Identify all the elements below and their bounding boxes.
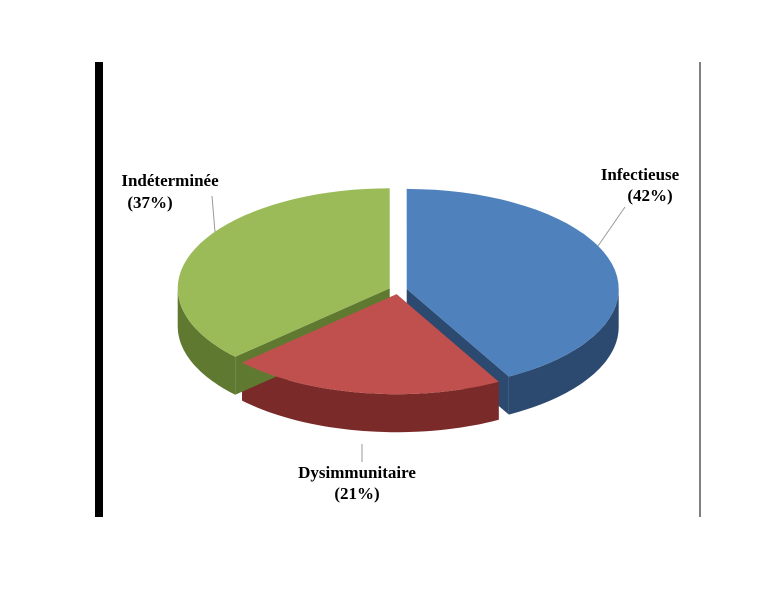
slice <box>406 188 619 377</box>
slice-side <box>177 288 236 395</box>
slice-side <box>242 362 499 433</box>
category-label: Indéterminée <box>121 171 219 190</box>
slice <box>242 294 499 395</box>
labels: Infectieuse (42%) Dysimmunitaire (21%) Indét… <box>121 165 679 503</box>
value-label: (37%) <box>127 193 172 212</box>
left-border <box>95 62 103 517</box>
value-label: (42%) <box>627 186 672 205</box>
leader-line <box>211 195 216 233</box>
slice-side <box>508 288 619 415</box>
leader-line <box>597 206 626 247</box>
slice <box>177 188 390 357</box>
tops <box>177 188 619 395</box>
value-label: (21%) <box>334 484 379 503</box>
category-label: Dysimmunitaire <box>298 463 416 482</box>
category-label: Infectieuse <box>601 165 680 184</box>
